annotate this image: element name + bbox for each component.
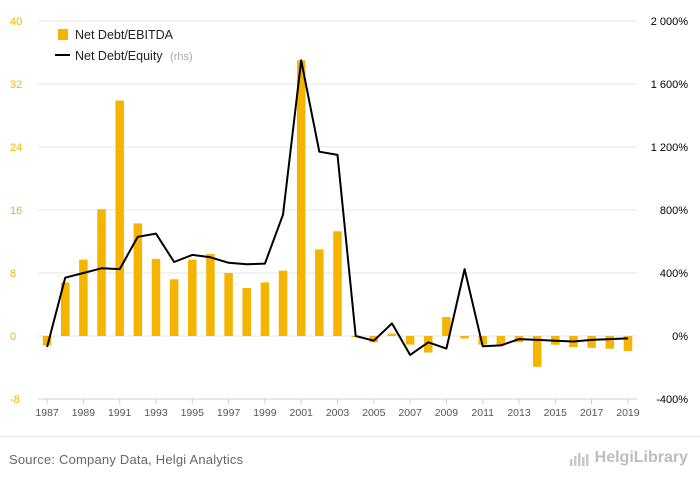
combo-chart: -8 0 8 16 24 32 40 -400% 0% 400% 800% 1 200% 1 600%… [10, 16, 689, 419]
bar-net-debt-ebitda [587, 336, 596, 348]
x-axis-tick-label: 1991 [108, 407, 132, 419]
legend-bar-label: Net Debt/EBITDA [75, 28, 174, 42]
bar-net-debt-ebitda [224, 273, 233, 336]
bar-net-debt-ebitda [60, 282, 70, 336]
x-axis-tick-label: 2017 [580, 407, 604, 419]
x-axis-tick-label: 1993 [144, 407, 168, 419]
right-axis-tick-label: -400% [656, 394, 688, 406]
right-axis-tick-label: 1 600% [651, 79, 689, 91]
bar-net-debt-ebitda [315, 249, 324, 336]
x-axis-tick-label: 2009 [435, 407, 459, 419]
legend-bar-swatch [58, 29, 68, 40]
left-axis-tick-label: 40 [10, 16, 22, 28]
bar-net-debt-ebitda [532, 336, 542, 367]
legend: Net Debt/EBITDA Net Debt/Equity (rhs) [55, 28, 193, 63]
bar-net-debt-ebitda [333, 231, 342, 336]
x-axis-tick-label: 2003 [326, 407, 350, 419]
bar-net-debt-ebitda [424, 336, 433, 353]
right-axis-tick-label: 400% [660, 268, 688, 280]
x-axis-tick-label: 2015 [544, 407, 568, 419]
right-axis-tick-label: 1 200% [651, 142, 689, 154]
left-axis-tick-label: -8 [10, 394, 20, 406]
left-axis-tick-label: 32 [10, 79, 22, 91]
left-axis-tick-label: 0 [10, 331, 16, 343]
gridlines [38, 20, 637, 400]
right-y-axis: -400% 0% 400% 800% 1 200% 1 600% 2 000% [651, 16, 689, 406]
line-series-net-debt-equity [46, 59, 628, 356]
bar-net-debt-ebitda [623, 336, 633, 351]
source-note: Source: Company Data, Helgi Analytics [9, 452, 244, 467]
legend-line-suffix: (rhs) [170, 51, 193, 63]
left-y-axis: -8 0 8 16 24 32 40 [10, 16, 22, 406]
x-axis-tick-label: 2011 [471, 407, 494, 419]
x-axis-tick-label: 2005 [362, 407, 386, 419]
left-axis-tick-label: 8 [10, 268, 16, 280]
right-axis-tick-label: 0% [672, 331, 688, 343]
bar-net-debt-ebitda [278, 270, 288, 336]
x-axis-tick-label: 2019 [616, 407, 640, 419]
bar-net-debt-ebitda [460, 336, 469, 339]
bar-net-debt-ebitda [79, 259, 88, 336]
bar-net-debt-ebitda [605, 336, 615, 349]
footer: Source: Company Data, Helgi Analytics He… [0, 436, 700, 484]
bar-net-debt-ebitda [442, 317, 451, 336]
x-axis-tick-label: 1999 [253, 407, 277, 419]
legend-line-label: Net Debt/Equity [75, 49, 163, 63]
bar-net-debt-ebitda [169, 279, 179, 336]
bar-net-debt-ebitda [369, 336, 379, 343]
x-axis-tick-label: 1995 [181, 407, 205, 419]
x-axis-tick-label: 2001 [290, 407, 314, 419]
bar-net-debt-ebitda [151, 258, 161, 336]
library-icon [569, 453, 589, 466]
bar-net-debt-ebitda [97, 209, 106, 336]
x-axis-tick-label: 2013 [507, 407, 531, 419]
x-axis-tick-label: 2007 [398, 407, 422, 419]
brand-logo: HelgiLibrary [569, 449, 688, 467]
bar-net-debt-ebitda [133, 223, 143, 336]
bar-net-debt-ebitda [478, 336, 487, 345]
left-axis-tick-label: 16 [10, 205, 22, 217]
bar-net-debt-ebitda [206, 254, 215, 336]
bar-net-debt-ebitda [387, 333, 397, 336]
x-axis-tick-label: 1987 [35, 407, 59, 419]
bar-net-debt-ebitda [260, 282, 270, 336]
brand-text: HelgiLibrary [594, 449, 688, 466]
right-axis-tick-label: 800% [660, 205, 688, 217]
left-axis-tick-label: 24 [10, 142, 22, 154]
bar-net-debt-ebitda [188, 259, 197, 336]
bar-net-debt-ebitda [296, 60, 306, 336]
legend-line-text: Net Debt/Equity (rhs) [75, 49, 193, 63]
bar-net-debt-ebitda [42, 336, 52, 346]
bar-net-debt-ebitda [242, 287, 251, 336]
x-axis-tick-label: 1989 [72, 407, 96, 419]
x-axis-tick-label: 1997 [217, 407, 241, 419]
line-net-debt-equity [46, 59, 628, 356]
bar-net-debt-ebitda [115, 100, 124, 336]
bar-net-debt-ebitda [405, 336, 415, 345]
bar-net-debt-ebitda [496, 336, 506, 346]
x-axis: 1987 1989 1991 1993 1995 1997 1999 2001 2003 2005… [35, 398, 640, 419]
bar-series-net-debt-ebitda [42, 60, 633, 367]
right-axis-tick-label: 2 000% [651, 16, 689, 28]
